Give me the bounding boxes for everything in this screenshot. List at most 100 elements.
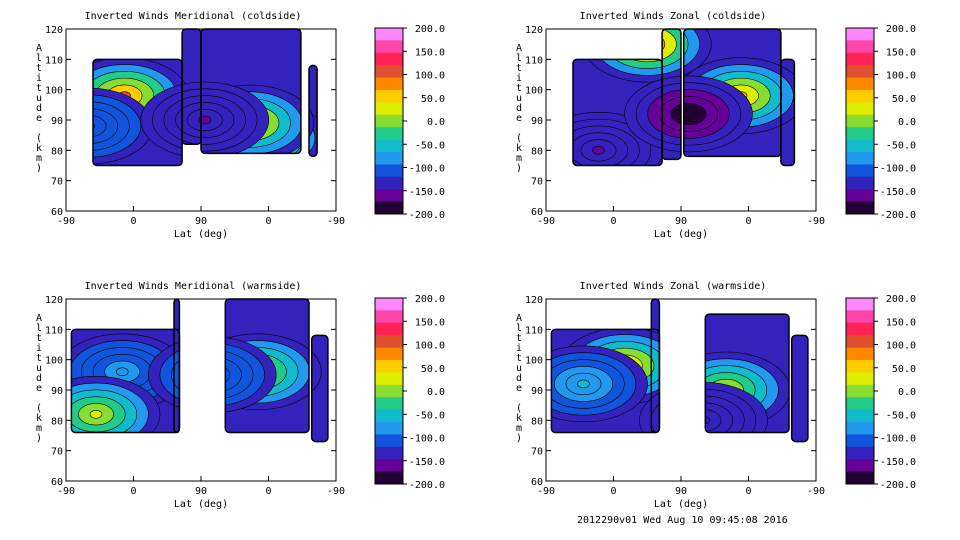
colorbar-tick-label: 100.0 <box>415 71 445 82</box>
colorbar-swatch <box>846 322 874 336</box>
colorbar-swatch <box>846 384 874 398</box>
footer-timestamp: 2012290v01 Wed Aug 10 09:45:08 2016 <box>0 514 960 528</box>
x-tick-label: 90 <box>195 216 207 227</box>
colorbar-swatch <box>375 446 403 460</box>
colorbar-swatch <box>846 335 874 349</box>
colorbar-swatch <box>846 114 874 128</box>
y-tick-label: 110 <box>45 55 63 66</box>
colorbar-tick-label: 50.0 <box>892 364 916 375</box>
x-axis-label: Lat (deg) <box>654 229 708 240</box>
contour-level <box>697 416 710 425</box>
colorbar-swatch <box>375 65 403 79</box>
colorbar-tick-label: -50.0 <box>886 410 916 421</box>
x-axis-label: Lat (deg) <box>174 229 228 240</box>
colorbar-swatch <box>375 471 403 485</box>
colorbar-swatch <box>846 152 874 165</box>
y-tick-label: 90 <box>51 116 63 127</box>
contour-level <box>93 114 107 138</box>
colorbar-swatch <box>375 164 403 178</box>
colorbar-swatch <box>375 384 403 398</box>
colorbar-swatch <box>375 422 403 435</box>
colorbar-swatch <box>846 397 874 411</box>
x-tick-label: 0 <box>745 216 751 227</box>
colorbar-swatch <box>375 360 403 373</box>
colorbar-tick-label: 150.0 <box>415 47 445 58</box>
x-axis-label: Lat (deg) <box>654 499 708 510</box>
colorbar-tick-label: -100.0 <box>409 164 445 175</box>
contour-level <box>115 367 129 377</box>
colorbar-tick-label: 0.0 <box>898 117 916 128</box>
colorbar-swatch <box>846 471 874 485</box>
x-tick-label: -90 <box>807 216 825 227</box>
contour-level <box>640 39 654 49</box>
colorbar-swatch <box>375 397 403 411</box>
x-tick-label: -90 <box>807 486 825 497</box>
colorbar-tick-label: 200.0 <box>886 294 916 305</box>
colorbar-swatch <box>375 127 403 141</box>
colorbar-swatch <box>375 176 403 190</box>
colorbar-tick-label: 100.0 <box>415 341 445 352</box>
colorbar-swatch <box>846 189 874 203</box>
y-tick-label: 110 <box>525 325 543 336</box>
x-tick-label: -90 <box>327 486 345 497</box>
y-tick-label: 120 <box>525 25 543 36</box>
colorbar-tick-label: -200.0 <box>409 210 445 221</box>
region-outline <box>308 64 318 158</box>
contour-field <box>93 29 318 166</box>
colorbar-swatch <box>375 409 403 423</box>
x-tick-label: 0 <box>610 486 616 497</box>
chart-panel-3: Inverted Winds Meridional (warmside) 60 70… <box>36 281 445 510</box>
contour-level <box>577 379 590 389</box>
contour-field <box>573 29 795 166</box>
colorbar-tick-label: 150.0 <box>886 317 916 328</box>
colorbar-tick-label: -100.0 <box>880 434 916 445</box>
colorbar-swatch <box>375 201 403 215</box>
contour-level <box>617 29 677 63</box>
y-tick-label: 120 <box>45 295 63 306</box>
colorbar-tick-label: 200.0 <box>886 24 916 35</box>
colorbar-swatch <box>375 310 403 324</box>
x-tick-label: -90 <box>537 486 555 497</box>
colorbar-tick-label: -150.0 <box>880 187 916 198</box>
region-outline <box>310 334 329 443</box>
colorbar-tick-label: -150.0 <box>409 457 445 468</box>
colorbar-swatch <box>375 298 403 311</box>
x-tick-label: 0 <box>610 216 616 227</box>
colorbar-tick-label: -200.0 <box>880 480 916 491</box>
y-tick-label: 70 <box>51 177 63 188</box>
colorbar-swatch <box>846 310 874 324</box>
y-tick-label: 80 <box>531 146 543 157</box>
colorbar-swatch <box>375 347 403 361</box>
colorbar-tick-label: -50.0 <box>886 140 916 151</box>
colorbar-tick-label: 0.0 <box>427 117 445 128</box>
x-tick-label: 0 <box>745 486 751 497</box>
colorbar-swatch <box>846 102 874 116</box>
colorbar-tick-label: 50.0 <box>892 94 916 105</box>
y-tick-label: 100 <box>45 86 63 97</box>
colorbar-swatch <box>846 409 874 423</box>
colorbar-swatch <box>846 52 874 66</box>
x-tick-label: 0 <box>130 486 136 497</box>
x-tick-label: 90 <box>195 486 207 497</box>
colorbar-swatch <box>375 102 403 116</box>
colorbar-tick-label: -200.0 <box>409 480 445 491</box>
contour-field <box>71 299 328 442</box>
colorbar-swatch <box>846 298 874 311</box>
contour-level <box>205 370 219 380</box>
y-tick-label: 120 <box>45 25 63 36</box>
y-tick-label: 60 <box>531 477 543 488</box>
colorbar-swatch <box>375 372 403 386</box>
colorbar-swatch <box>375 40 403 54</box>
contour-level <box>592 146 605 155</box>
contour-level <box>93 108 119 144</box>
y-tick-label: 110 <box>45 325 63 336</box>
y-tick-label: 100 <box>525 356 543 367</box>
x-tick-label: -90 <box>327 216 345 227</box>
x-tick-label: -90 <box>537 216 555 227</box>
chart-panel-2: Inverted Winds Zonal (coldside) 60 70 80 90 1… <box>516 11 916 240</box>
